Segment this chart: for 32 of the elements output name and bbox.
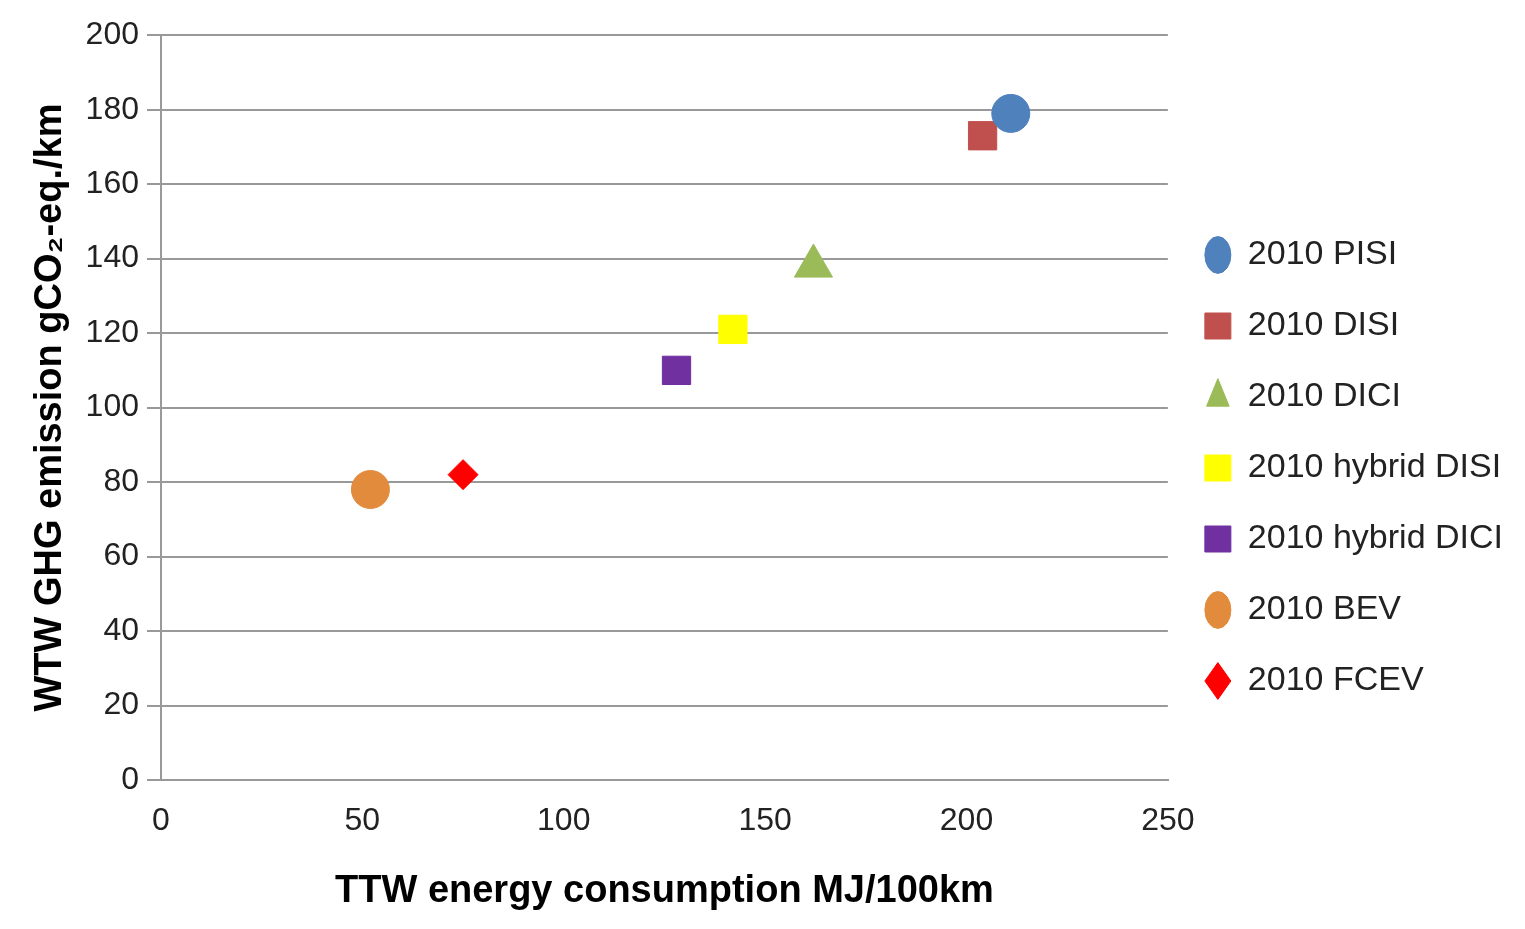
y-tick-label: 60 bbox=[103, 536, 139, 573]
y-tick-label: 40 bbox=[103, 610, 139, 647]
legend-label: 2010 hybrid DICI bbox=[1247, 517, 1504, 556]
y-tick-label: 140 bbox=[85, 238, 139, 275]
point bbox=[718, 314, 748, 345]
point bbox=[967, 121, 998, 151]
y-tick-label: 200 bbox=[85, 15, 139, 52]
legend-label: 2010 PISI bbox=[1247, 233, 1398, 272]
y-tick-label: 120 bbox=[85, 312, 139, 349]
legend-label: 2010 FCEV bbox=[1247, 659, 1424, 698]
legend-label: 2010 DISI bbox=[1247, 304, 1400, 343]
y-tick-label: 160 bbox=[85, 163, 139, 200]
x-tick-label: 200 bbox=[939, 801, 994, 838]
x-tick-label: 0 bbox=[152, 801, 170, 838]
y-tick-label: 100 bbox=[85, 387, 139, 424]
legend-label: 2010 DICI bbox=[1247, 375, 1401, 414]
x-tick-label: 250 bbox=[1141, 801, 1195, 838]
y-tick-label: 0 bbox=[121, 759, 139, 796]
x-tick-label: 150 bbox=[738, 801, 792, 838]
y-tick-label: 80 bbox=[103, 461, 139, 498]
point bbox=[661, 355, 692, 385]
point bbox=[991, 93, 1031, 133]
y-tick-label: 180 bbox=[85, 89, 139, 126]
y-axis-title: WTW GHG emission gCO₂-eq./km bbox=[27, 103, 70, 712]
point bbox=[447, 459, 479, 491]
y-tick-label: 20 bbox=[103, 685, 139, 722]
legend-label: 2010 BEV bbox=[1247, 588, 1402, 627]
point bbox=[350, 470, 390, 510]
x-tick-label: 50 bbox=[344, 801, 381, 838]
legend-label: 2010 hybrid DISI bbox=[1247, 446, 1502, 485]
x-tick-label: 100 bbox=[537, 801, 591, 838]
x-axis-title: TTW energy consumption MJ/100km bbox=[335, 867, 994, 910]
